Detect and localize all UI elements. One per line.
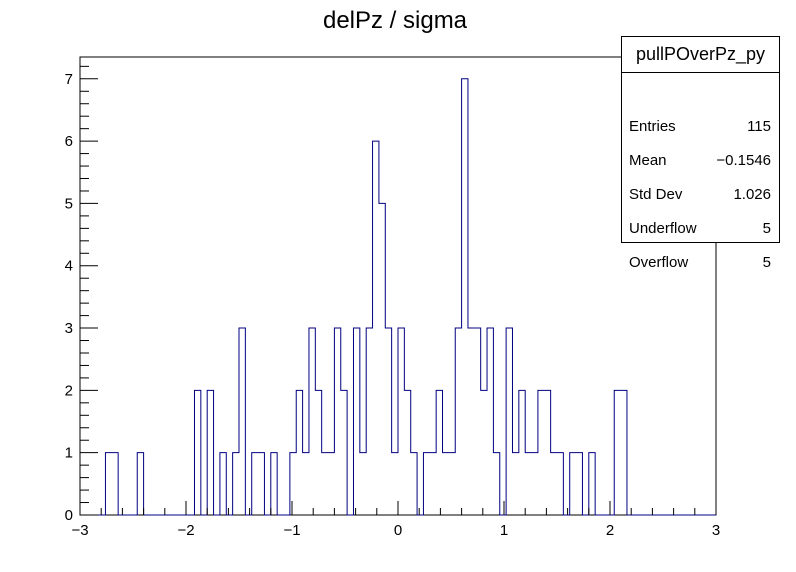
histogram-bin (309, 328, 315, 515)
histogram-bin (404, 390, 410, 515)
histogram-bin (570, 453, 576, 515)
x-tick-label: −3 (71, 522, 88, 539)
histogram-bin (462, 79, 468, 515)
x-tick-label: 2 (606, 522, 614, 539)
histogram-bin (538, 390, 544, 515)
x-tick-label: 1 (500, 522, 508, 539)
histogram-bin (392, 453, 398, 515)
stats-value-mean: −0.1546 (716, 152, 771, 169)
y-tick-label: 5 (65, 195, 73, 212)
stats-label-mean: Mean (629, 152, 667, 169)
histogram-bin (258, 453, 264, 515)
y-axis: 0 1 2 3 4 5 6 7 (65, 65, 98, 524)
histogram-bin (468, 328, 474, 515)
y-tick-label: 7 (65, 71, 73, 88)
histogram-bin (557, 453, 563, 515)
histogram-bin (532, 453, 538, 515)
stats-label-stddev: Std Dev (629, 186, 683, 203)
histogram-bin (430, 453, 436, 515)
stats-row-stddev: Std Dev 1.026 (629, 178, 771, 212)
x-tick-label: 3 (712, 522, 720, 539)
histogram-bin (436, 390, 442, 515)
histogram-bin (474, 328, 480, 515)
histogram-bin (551, 453, 557, 515)
stats-value-entries: 115 (747, 118, 771, 135)
histogram-bin (239, 328, 245, 515)
y-tick-label: 4 (65, 258, 73, 275)
histogram-bin (271, 453, 277, 515)
stats-row-mean: Mean −0.1546 (629, 144, 771, 178)
histogram-bin (493, 453, 499, 515)
histogram-bin (296, 390, 302, 515)
x-tick-label: −2 (177, 522, 194, 539)
histogram-bin (334, 328, 340, 515)
histogram-bin (328, 453, 334, 515)
histogram-bin (506, 328, 512, 515)
histogram-bin (233, 453, 239, 515)
y-tick-label: 3 (65, 320, 73, 337)
histogram-bin (360, 453, 366, 515)
histogram-bin (252, 453, 258, 515)
histogram-bin (137, 453, 143, 515)
stats-row-overflow: Overflow 5 (629, 246, 771, 280)
histogram-bin (207, 390, 213, 515)
stats-value-overflow: 5 (762, 254, 771, 271)
x-axis: −3 −2 −1 0 1 2 3 (71, 501, 720, 539)
histogram-bin (519, 390, 525, 515)
stats-value-underflow: 5 (762, 220, 771, 237)
histogram-outline (80, 78, 716, 516)
histogram-bin (455, 328, 461, 515)
chart-title: delPz / sigma (323, 7, 468, 34)
y-tick-label: 6 (65, 133, 73, 150)
histogram-bin (373, 141, 379, 515)
histogram-bin (487, 328, 493, 515)
histogram-bin (385, 328, 391, 515)
x-tick-label: −1 (283, 522, 300, 539)
histogram-bin (423, 453, 429, 515)
histogram-bin (621, 390, 627, 515)
histogram-bin (512, 453, 518, 515)
histogram-bin (353, 328, 359, 515)
histogram-bin (525, 453, 531, 515)
histogram-bin (589, 453, 595, 515)
y-tick-label: 1 (65, 445, 73, 462)
x-tick-label: 0 (394, 522, 402, 539)
histogram-bin (194, 390, 200, 515)
stats-label-underflow: Underflow (629, 220, 697, 237)
y-tick-label: 0 (65, 507, 73, 524)
y-tick-label: 2 (65, 382, 73, 399)
histogram-bin (481, 390, 487, 515)
stats-value-stddev: 1.026 (733, 186, 771, 203)
histogram-bin (614, 390, 620, 515)
histogram-bin (544, 390, 550, 515)
histogram-bin (398, 328, 404, 515)
histogram-bin (220, 453, 226, 515)
histogram-series (80, 78, 716, 516)
stats-label-overflow: Overflow (629, 254, 689, 271)
histogram-bin (105, 453, 111, 515)
stats-title: pullPOverPz_py (622, 37, 779, 73)
histogram-bin (322, 453, 328, 515)
histogram-bin (341, 390, 347, 515)
histogram-bin (303, 453, 309, 515)
stats-box: pullPOverPz_py Entries 115 Mean −0.1546 … (621, 36, 780, 271)
histogram-bin (112, 453, 118, 515)
histogram-bin (315, 390, 321, 515)
stats-row-underflow: Underflow 5 (629, 212, 771, 246)
histogram-bin (576, 453, 582, 515)
histogram-bin (411, 453, 417, 515)
histogram-bin (443, 453, 449, 515)
stats-label-entries: Entries (629, 118, 676, 135)
histogram-bin (379, 203, 385, 515)
histogram-bin (449, 453, 455, 515)
histogram-bin (366, 328, 372, 515)
histogram-bin (290, 453, 296, 515)
stats-row-entries: Entries 115 (629, 110, 771, 144)
